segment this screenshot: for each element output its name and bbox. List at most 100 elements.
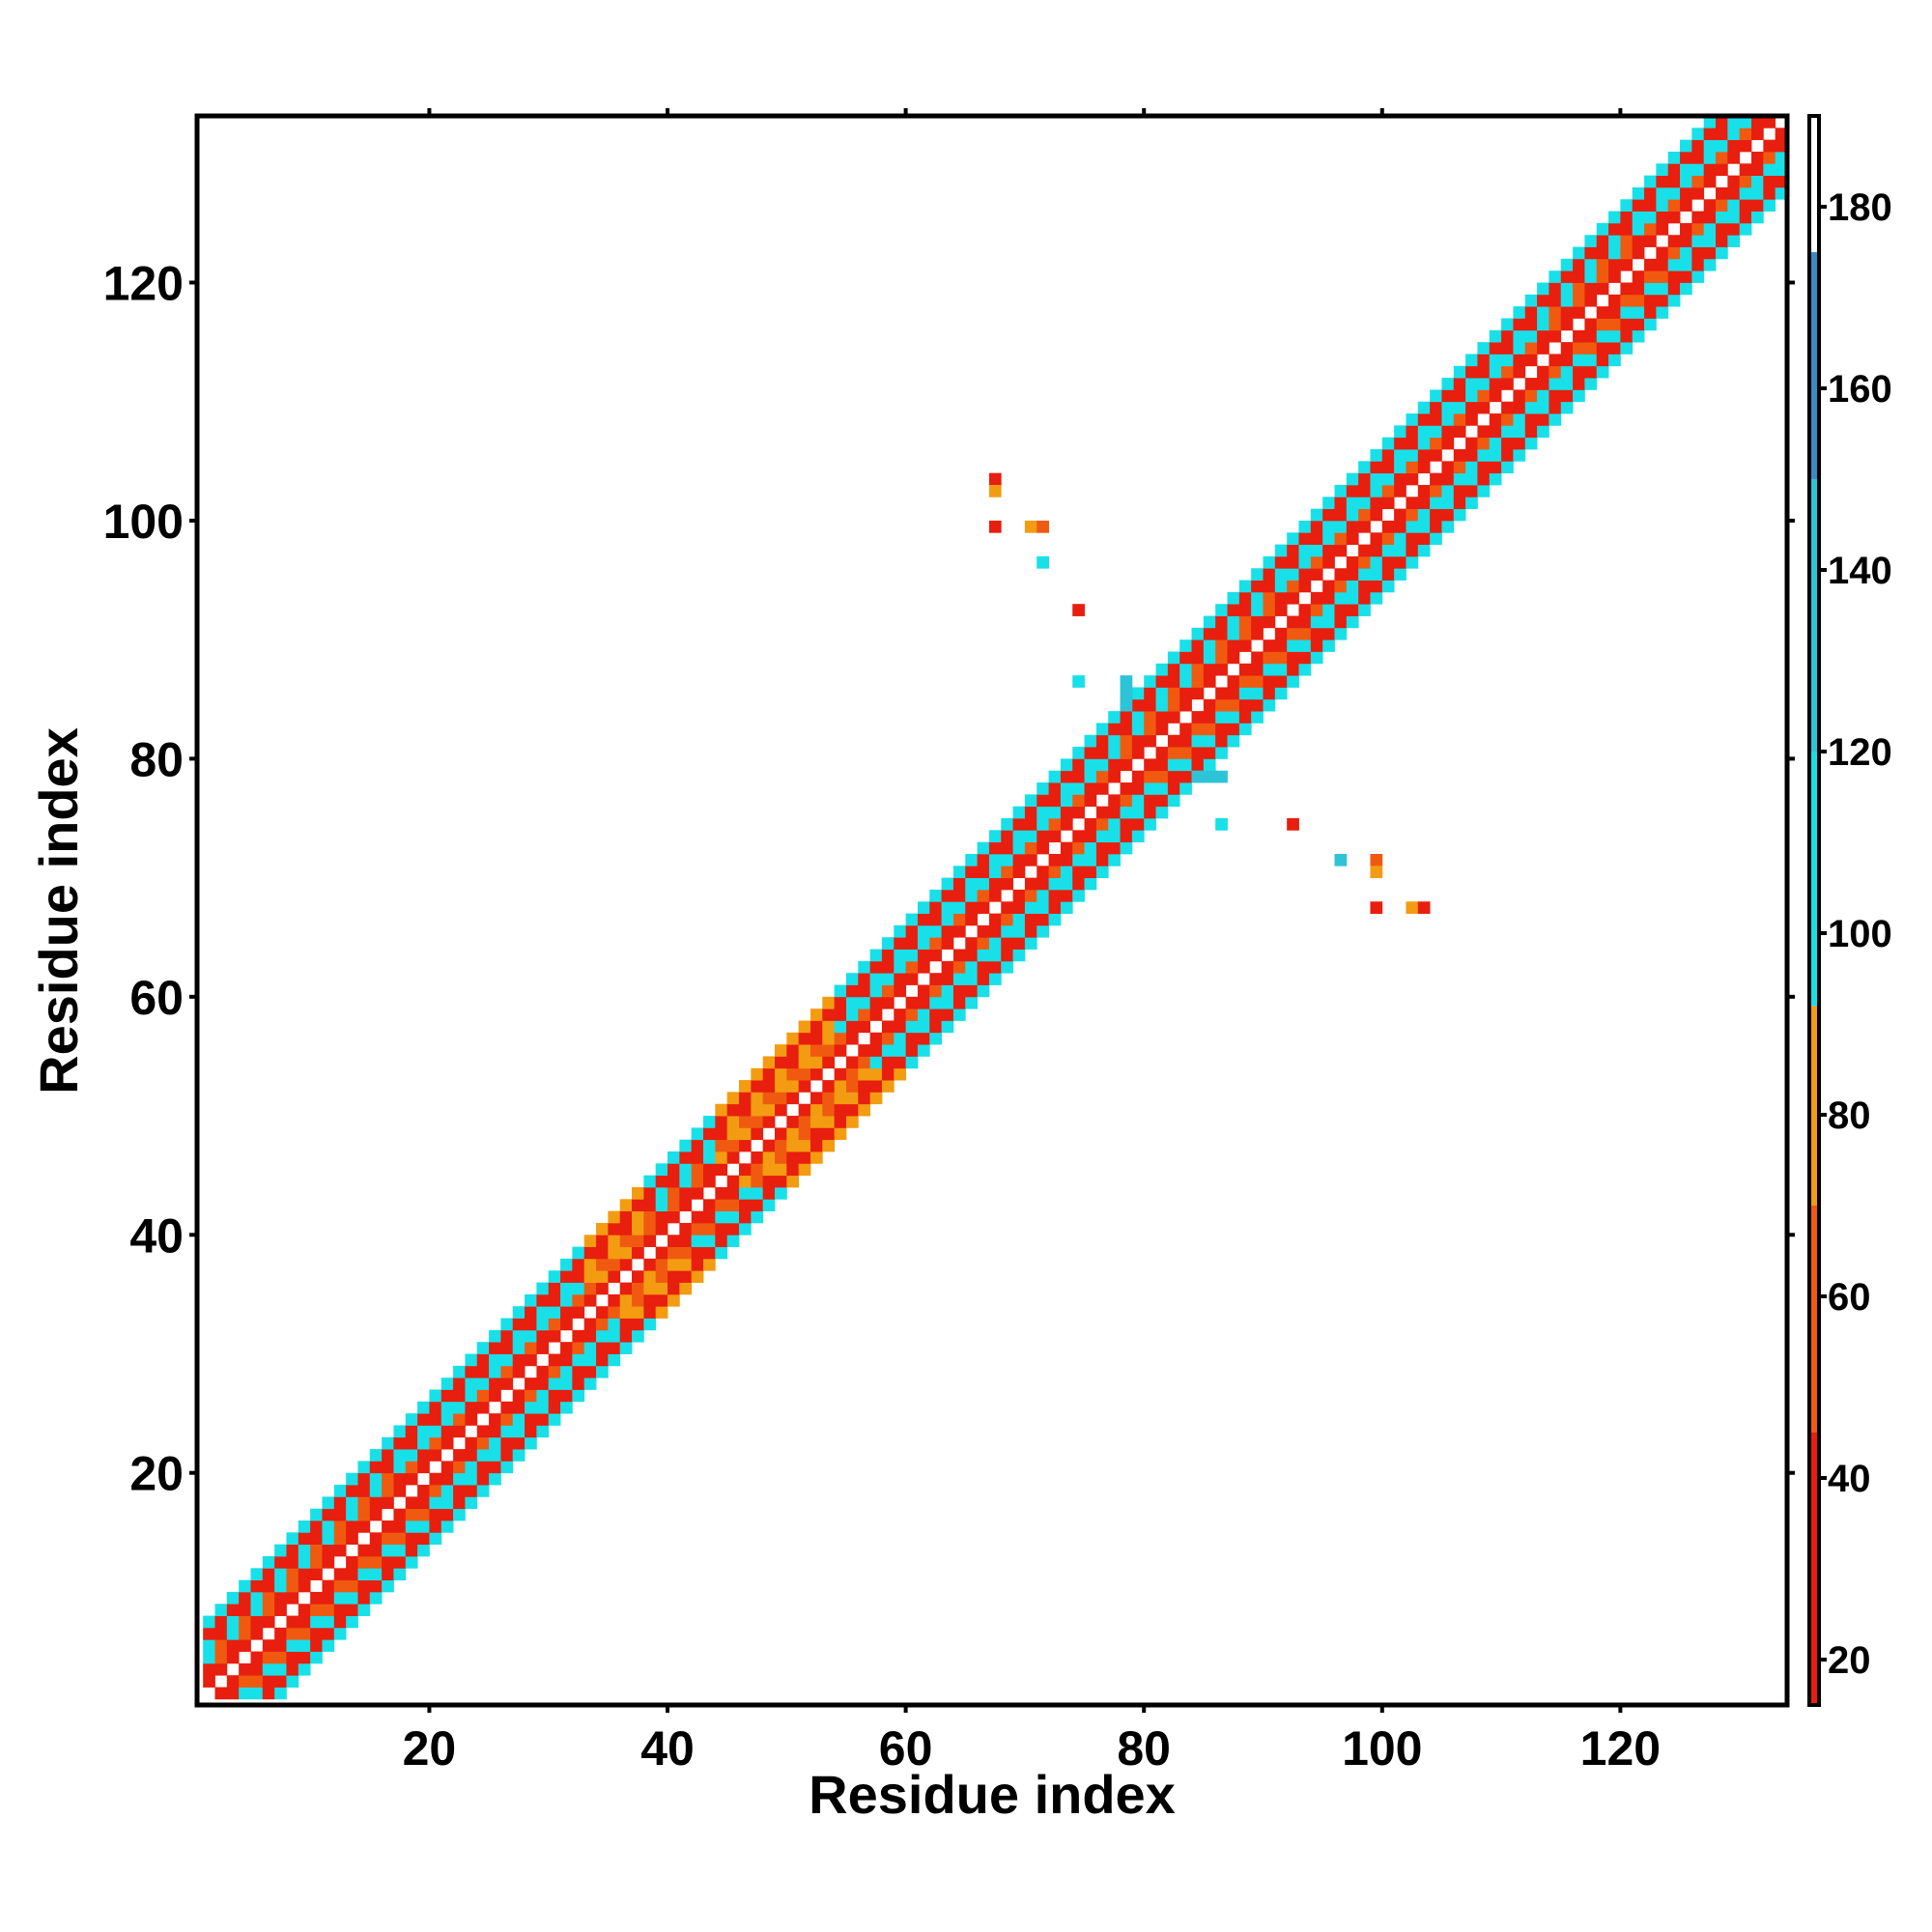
- heatmap-cell: [751, 1163, 764, 1177]
- heatmap-cell: [500, 1353, 514, 1367]
- heatmap-cell: [1513, 306, 1526, 319]
- heatmap-cell: [643, 1199, 657, 1212]
- heatmap-cell: [369, 1532, 383, 1546]
- heatmap-cell: [1596, 365, 1609, 379]
- heatmap-cell: [1358, 484, 1371, 497]
- heatmap-cell: [1131, 711, 1145, 724]
- heatmap-cell: [286, 1662, 299, 1676]
- heatmap-cell: [1370, 544, 1383, 557]
- heatmap-cell: [1584, 318, 1598, 331]
- heatmap-cell: [726, 1235, 740, 1247]
- heatmap-cell: [977, 877, 990, 891]
- heatmap-cell: [250, 1627, 264, 1640]
- heatmap-cell: [1775, 186, 1788, 200]
- heatmap-cell: [1441, 389, 1455, 403]
- heatmap-cell: [1227, 723, 1240, 736]
- heatmap-cell: [810, 1020, 823, 1034]
- heatmap-cell: [1537, 401, 1549, 414]
- heatmap-cell: [274, 1604, 287, 1616]
- heatmap-cell: [1381, 580, 1395, 593]
- heatmap-cell: [988, 949, 1002, 962]
- heatmap-cell: [453, 1461, 466, 1474]
- heatmap-cell: [525, 1293, 537, 1307]
- heatmap-cell: [548, 1389, 561, 1403]
- heatmap-cell: [405, 1461, 418, 1474]
- heatmap-cell: [214, 1604, 228, 1616]
- heatmap-cell: [465, 1401, 478, 1414]
- heatmap-cell: [988, 924, 1002, 938]
- heatmap-cell: [1656, 222, 1669, 236]
- heatmap-cell: [548, 1401, 561, 1414]
- heatmap-cell: [250, 1615, 264, 1629]
- heatmap-cell: [988, 973, 1002, 985]
- heatmap-cell: [1358, 568, 1371, 581]
- heatmap-cell: [1120, 687, 1133, 700]
- heatmap-cell: [1012, 924, 1026, 938]
- heatmap-cell: [536, 1293, 550, 1307]
- heatmap-cell: [1465, 354, 1478, 367]
- heatmap-cell: [1560, 342, 1574, 355]
- heatmap-cell: [1430, 437, 1442, 450]
- heatmap-cell: [1513, 365, 1526, 379]
- heatmap-cell: [440, 1389, 454, 1403]
- heatmap-cell: [762, 1175, 776, 1188]
- heatmap-cell: [1095, 734, 1109, 748]
- heatmap-cell: [1024, 853, 1037, 867]
- heatmap-cell: [1024, 794, 1037, 808]
- heatmap-cell: [1763, 199, 1776, 212]
- heatmap-cell: [1287, 568, 1299, 581]
- heatmap-cell: [512, 1389, 526, 1403]
- heatmap-cell: [239, 1579, 251, 1593]
- heatmap-cell: [357, 1496, 371, 1510]
- heatmap-cell: [512, 1413, 526, 1426]
- heatmap-cell: [632, 1329, 644, 1343]
- heatmap-cell: [751, 1127, 764, 1141]
- heatmap-cell: [1108, 794, 1121, 808]
- heatmap-cell: [214, 1687, 228, 1700]
- heatmap-cell: [346, 1615, 358, 1629]
- heatmap-cell: [298, 1579, 311, 1593]
- heatmap-cell: [512, 1306, 526, 1319]
- heatmap-cell: [905, 949, 919, 962]
- heatmap-cell: [1084, 830, 1097, 843]
- heatmap-cell: [1298, 532, 1312, 545]
- heatmap-cell: [858, 1044, 871, 1057]
- heatmap-cell: [1727, 186, 1741, 200]
- heatmap-cell: [858, 1103, 871, 1117]
- heatmap-cell: [1215, 651, 1228, 665]
- heatmap-cell: [1108, 841, 1121, 855]
- heatmap-cell: [1441, 425, 1455, 439]
- heatmap-cell: [382, 1532, 394, 1546]
- heatmap-cell: [1131, 698, 1145, 712]
- heatmap-cell: [346, 1485, 358, 1497]
- heatmap-cell: [1524, 378, 1538, 390]
- heatmap-cell: [1632, 294, 1645, 307]
- heatmap-cell: [1596, 354, 1609, 367]
- heatmap-cell: [226, 1639, 240, 1652]
- heatmap-cell: [858, 996, 871, 1009]
- heatmap-cell: [977, 924, 990, 938]
- heatmap-cell: [965, 996, 978, 1009]
- heatmap-cell: [453, 1425, 466, 1438]
- heatmap-cell: [1263, 639, 1276, 652]
- heatmap-cell: [810, 1032, 823, 1045]
- heatmap-cell: [596, 1270, 609, 1283]
- heatmap-cell: [965, 853, 978, 867]
- heatmap-cell: [1394, 472, 1406, 486]
- heatmap-cell: [668, 1235, 680, 1247]
- heatmap-cell: [1215, 770, 1228, 783]
- heatmap-cell: [1667, 211, 1681, 224]
- heatmap-cell: [1560, 282, 1574, 296]
- heatmap-cell: [1358, 591, 1371, 605]
- heatmap-cell: [1548, 270, 1562, 283]
- heatmap-cell: [1620, 318, 1634, 331]
- heatmap-cell: [1680, 199, 1692, 212]
- heatmap-cell: [1632, 318, 1645, 331]
- heatmap-cell: [1453, 365, 1466, 379]
- heatmap-cell: [500, 1401, 514, 1414]
- heatmap-cell: [369, 1579, 383, 1593]
- heatmap-cell: [774, 1103, 787, 1117]
- heatmap-cell: [1108, 853, 1121, 867]
- heatmap-cell: [703, 1246, 716, 1260]
- heatmap-cell: [894, 1020, 907, 1034]
